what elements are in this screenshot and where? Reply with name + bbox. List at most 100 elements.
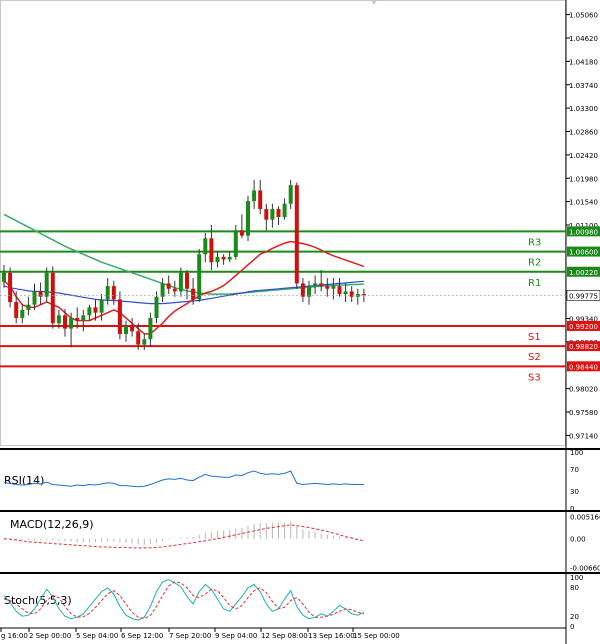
- candle-bull: [124, 325, 128, 334]
- candle-bear: [264, 209, 269, 220]
- candle-bear: [14, 302, 19, 318]
- price-tick-label: 1.02860: [569, 129, 598, 137]
- candle-bear: [361, 294, 366, 296]
- candle-bull: [288, 185, 293, 204]
- macd-title: MACD(12,26,9): [10, 518, 94, 531]
- time-tick-label: 9 Sep 04:00: [215, 632, 257, 640]
- candle-bull: [44, 272, 49, 297]
- ma-red-line: [3, 240, 365, 335]
- candle-bull: [282, 203, 287, 218]
- macd-tick-label: 0.00: [570, 536, 586, 544]
- candle-bear: [337, 286, 342, 295]
- resistance-price-tag: 1.00980: [569, 228, 598, 236]
- macd-tick-label: -0.006608: [570, 564, 600, 572]
- macd-tick-label: 0.005166: [570, 513, 600, 521]
- resistance-price-tag-bg: [567, 266, 600, 277]
- resistance-name-label: R1: [528, 278, 541, 289]
- candle-bull: [69, 317, 74, 329]
- candle-bear: [276, 209, 281, 218]
- scroll-triangle-icon[interactable]: [371, 0, 377, 5]
- candle-bear: [172, 288, 177, 292]
- candle-bear: [75, 317, 80, 321]
- stoch-tick-label: 0: [570, 623, 574, 631]
- candle-bull: [81, 315, 86, 321]
- time-tick-label: 12 Sep 08:00: [261, 632, 308, 640]
- candle-bear: [258, 190, 263, 210]
- candle-bear: [50, 272, 55, 324]
- candle-bear: [166, 283, 171, 289]
- candle-bear: [117, 299, 122, 334]
- support-price-tag-bg: [567, 361, 600, 372]
- resistance-price-tag: 1.00600: [569, 249, 598, 257]
- rsi-tick-label: 70: [570, 466, 579, 474]
- stoch-tick-label: 100: [570, 574, 583, 582]
- stoch-signal-line: [3, 581, 365, 620]
- support-price-tag-bg: [567, 341, 600, 352]
- candle-bull: [313, 283, 318, 287]
- support-price-tag: 0.98820: [569, 343, 598, 351]
- level-labels: 1.00220 R1 1.00600 R2 1.00980 R3 0.99200 S1 0.98…: [0, 226, 600, 383]
- support-name-label: S2: [528, 352, 541, 363]
- resistance-price-tag-bg: [567, 246, 600, 257]
- resistance-name-label: R2: [528, 258, 541, 269]
- candle-bull: [331, 286, 336, 289]
- candle-bear: [93, 307, 98, 313]
- resistance-price-tag: 1.00220: [569, 269, 598, 277]
- price-tick-label: 1.05060: [569, 12, 598, 20]
- candle-bear: [294, 185, 299, 284]
- candle-bull: [227, 256, 232, 260]
- price-tick-label: 0.97140: [569, 432, 598, 440]
- price-tick-label: 1.04620: [569, 35, 598, 43]
- candle-bull: [142, 339, 147, 345]
- candle-bull: [307, 286, 311, 297]
- candle-bear: [111, 286, 116, 300]
- price-tick-label: 1.01100: [569, 222, 598, 230]
- candle-bear: [239, 230, 244, 236]
- candle-bear: [8, 272, 13, 303]
- price-tick-label: 0.99340: [569, 316, 598, 324]
- candle-bull: [252, 190, 257, 202]
- candle-bull: [148, 317, 153, 340]
- price-tick-label: 1.01540: [569, 199, 598, 207]
- resistance-name-label: R3: [528, 237, 541, 248]
- rsi-line: [3, 470, 364, 488]
- support-resistance-lines: [0, 230, 566, 368]
- candle-bull: [203, 238, 208, 255]
- current-price-tag-bg: [566, 290, 600, 301]
- candle-bear: [325, 286, 330, 289]
- support-name-label: S3: [528, 372, 541, 383]
- support-price-tag: 0.99200: [569, 323, 598, 331]
- macd-axis: 0.005166 0.00 -0.006608: [570, 513, 600, 572]
- candle-bear: [185, 272, 189, 289]
- time-tick-label: 13 Sep 16:00: [308, 632, 355, 640]
- candlesticks: [2, 179, 366, 350]
- price-tick-label: 0.97580: [569, 409, 598, 417]
- candle-bear: [136, 331, 141, 345]
- macd-signal-line: [3, 524, 365, 549]
- candle-bear: [38, 291, 43, 297]
- candle-bull: [56, 315, 61, 324]
- rsi-axis: 100 70 30 0: [570, 449, 583, 513]
- price-tick-label: 1.03740: [569, 82, 598, 90]
- candle-bear: [221, 256, 226, 260]
- candle-bull: [105, 286, 110, 300]
- stoch-tick-label: 80: [570, 584, 579, 592]
- time-tick-label: 7 Sep 20:00: [169, 632, 211, 640]
- support-name-label: S1: [528, 332, 541, 343]
- candle-bear: [63, 315, 67, 329]
- candle-bear: [130, 325, 135, 332]
- price-tick-label: 1.03300: [569, 105, 598, 113]
- stoch-title: Stoch(5,5,3): [4, 594, 72, 607]
- time-axis: g 16:00 2 Sep 00:00 5 Sep 04:00 6 Sep 12:00…: [0, 628, 400, 640]
- support-price-tag: 0.98440: [569, 363, 598, 371]
- candle-bull: [178, 272, 183, 292]
- time-tick-label: 2 Sep 00:00: [29, 632, 71, 640]
- rsi-tick-label: 30: [570, 488, 579, 496]
- price-tick-label: 1.04180: [569, 58, 598, 66]
- resistance-price-tag-bg: [567, 226, 600, 237]
- candle-bull: [99, 299, 104, 313]
- time-tick-label: 5 Sep 04:00: [76, 632, 118, 640]
- stoch-main-line: [3, 578, 365, 621]
